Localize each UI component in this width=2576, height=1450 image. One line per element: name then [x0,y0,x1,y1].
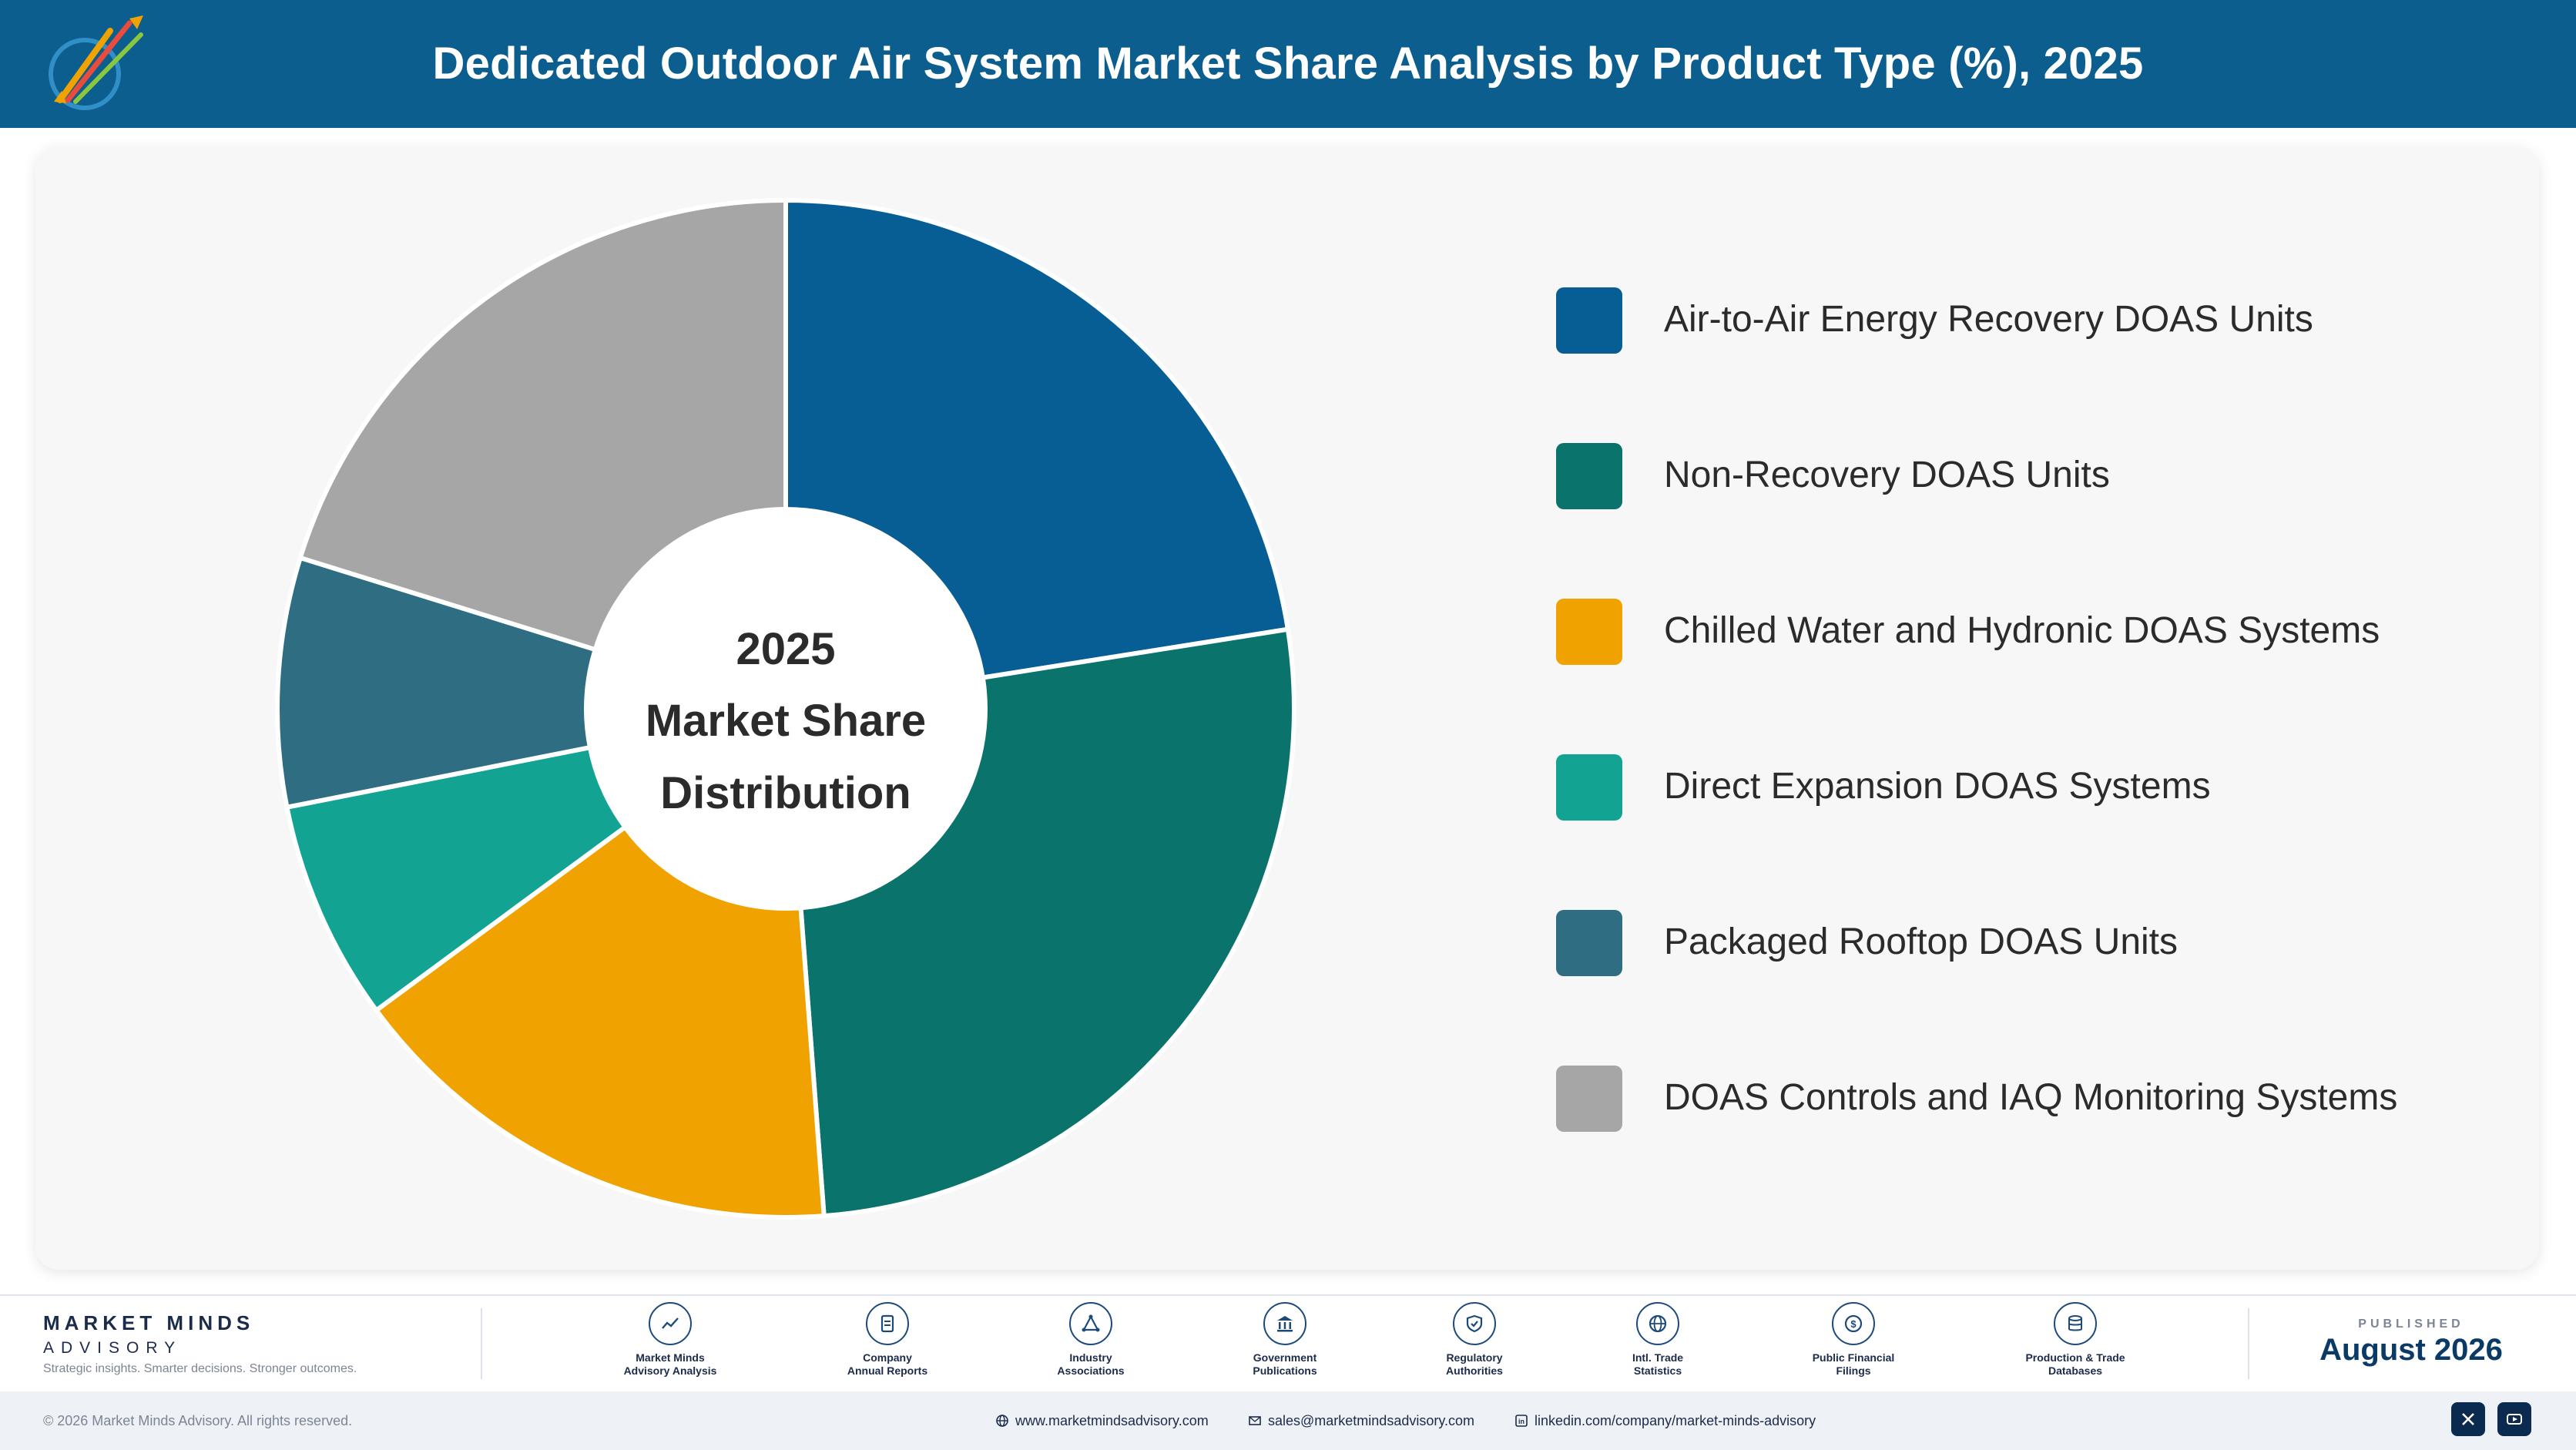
legend-swatch [1556,443,1622,509]
legend-label: Packaged Rooftop DOAS Units [1664,921,2179,962]
shield-check-icon [1453,1302,1496,1345]
linkedin-icon: in [1515,1415,1528,1427]
x-icon [2462,1413,2474,1425]
footer-divider [0,1294,2576,1296]
source-company-reports: Company Annual Reports [803,1302,972,1387]
mail-icon [1249,1416,1261,1425]
footer-separator [2248,1308,2249,1379]
source-line2: Authorities [1446,1364,1503,1377]
source-line2: Associations [1057,1364,1125,1377]
source-line2: Filings [1836,1364,1871,1377]
linkedin-link[interactable]: in linkedin.com/company/market-minds-adv… [1515,1391,1816,1450]
youtube-icon [2507,1414,2522,1425]
copyright-text: © 2026 Market Minds Advisory. All rights… [43,1413,353,1428]
legend-label: Non-Recovery DOAS Units [1664,455,2110,495]
legend-label: DOAS Controls and IAQ Monitoring Systems [1664,1077,2398,1118]
bottom-bar: © 2026 Market Minds Advisory. All rights… [0,1391,2576,1450]
source-line1: Company [863,1351,912,1364]
legend-item: DOAS Controls and IAQ Monitoring Systems [1556,1063,2480,1133]
database-icon [2054,1302,2097,1345]
source-trade-databases: Production & Trade Databases [1991,1302,2160,1387]
svg-text:in: in [1518,1418,1524,1425]
source-line1: Government [1253,1351,1317,1364]
center-label-line3: Distribution [660,768,911,818]
source-government-publications: Government Publications [1200,1302,1370,1387]
website-text: www.marketmindsadvisory.com [1015,1413,1209,1428]
legend-item: Air-to-Air Energy Recovery DOAS Units [1556,285,2480,354]
legend-item: Chilled Water and Hydronic DOAS Systems [1556,596,2480,666]
email-link[interactable]: sales@marketmindsadvisory.com [1249,1391,1475,1450]
linkedin-text: linkedin.com/company/market-minds-adviso… [1535,1413,1816,1428]
legend-swatch [1556,910,1622,976]
source-line1: Industry [1069,1351,1112,1364]
center-label-line2: Market Share [646,696,926,746]
brand-name: MARKET MINDS [43,1311,255,1334]
source-line2: Publications [1253,1364,1317,1377]
source-line1: Regulatory [1446,1351,1503,1364]
source-line2: Annual Reports [847,1364,928,1377]
page-title: Dedicated Outdoor Air System Market Shar… [432,39,2144,89]
trend-chart-icon [649,1302,692,1345]
source-line2: Databases [2048,1364,2103,1377]
source-market-minds: Market Minds Advisory Analysis [585,1302,755,1387]
legend-label: Direct Expansion DOAS Systems [1664,766,2211,807]
source-industry-associations: Industry Associations [1006,1302,1176,1387]
website-link[interactable]: www.marketmindsadvisory.com [996,1391,1209,1450]
source-line1: Intl. Trade [1632,1351,1684,1364]
published-label: PUBLISHED [2358,1317,2464,1331]
source-line1: Market Minds [636,1351,705,1364]
legend-swatch [1556,1066,1622,1132]
donut-center [584,507,988,911]
legend-swatch [1556,599,1622,665]
globe-icon [996,1415,1008,1427]
pie-chart: 2025 Market Share Distribution [275,200,1294,1217]
source-trade-statistics: Intl. Trade Statistics [1573,1302,1742,1387]
published-date: August 2026 [2319,1333,2503,1367]
legend-swatch [1556,287,1622,354]
document-icon [866,1302,909,1345]
globe-icon [1636,1302,1679,1345]
dollar-coin-icon: $ [1832,1302,1875,1345]
brand-tagline: Strategic insights. Smarter decisions. S… [43,1362,357,1375]
header-bar: Dedicated Outdoor Air System Market Shar… [0,0,2576,128]
network-icon [1069,1302,1112,1345]
youtube-social-button[interactable] [2497,1402,2531,1436]
footer-separator [481,1308,482,1379]
pie-slice-5 [275,555,787,811]
source-line1: Production & Trade [2025,1351,2125,1364]
source-line1: Public Financial [1812,1351,1895,1364]
source-line2: Advisory Analysis [623,1364,717,1377]
brand-subtitle: ADVISORY [43,1339,183,1357]
legend-label: Chilled Water and Hydronic DOAS Systems [1664,610,2380,651]
center-label-year: 2025 [736,624,835,674]
government-building-icon [1263,1302,1306,1345]
footer: MARKET MINDS ADVISORY Strategic insights… [0,1296,2576,1391]
email-text: sales@marketmindsadvisory.com [1268,1413,1475,1428]
legend-swatch [1556,754,1622,821]
market-minds-logo-icon [49,15,143,110]
x-social-button[interactable] [2451,1402,2485,1436]
svg-text:$: $ [1850,1318,1857,1330]
legend-item: Packaged Rooftop DOAS Units [1556,908,2480,977]
legend-item: Direct Expansion DOAS Systems [1556,752,2480,821]
legend-label: Air-to-Air Energy Recovery DOAS Units [1664,299,2313,340]
source-financial-filings: $ Public Financial Filings [1769,1302,1938,1387]
source-regulatory-authorities: Regulatory Authorities [1390,1302,1559,1387]
legend-item: Non-Recovery DOAS Units [1556,441,2480,510]
source-line2: Statistics [1633,1364,1682,1377]
